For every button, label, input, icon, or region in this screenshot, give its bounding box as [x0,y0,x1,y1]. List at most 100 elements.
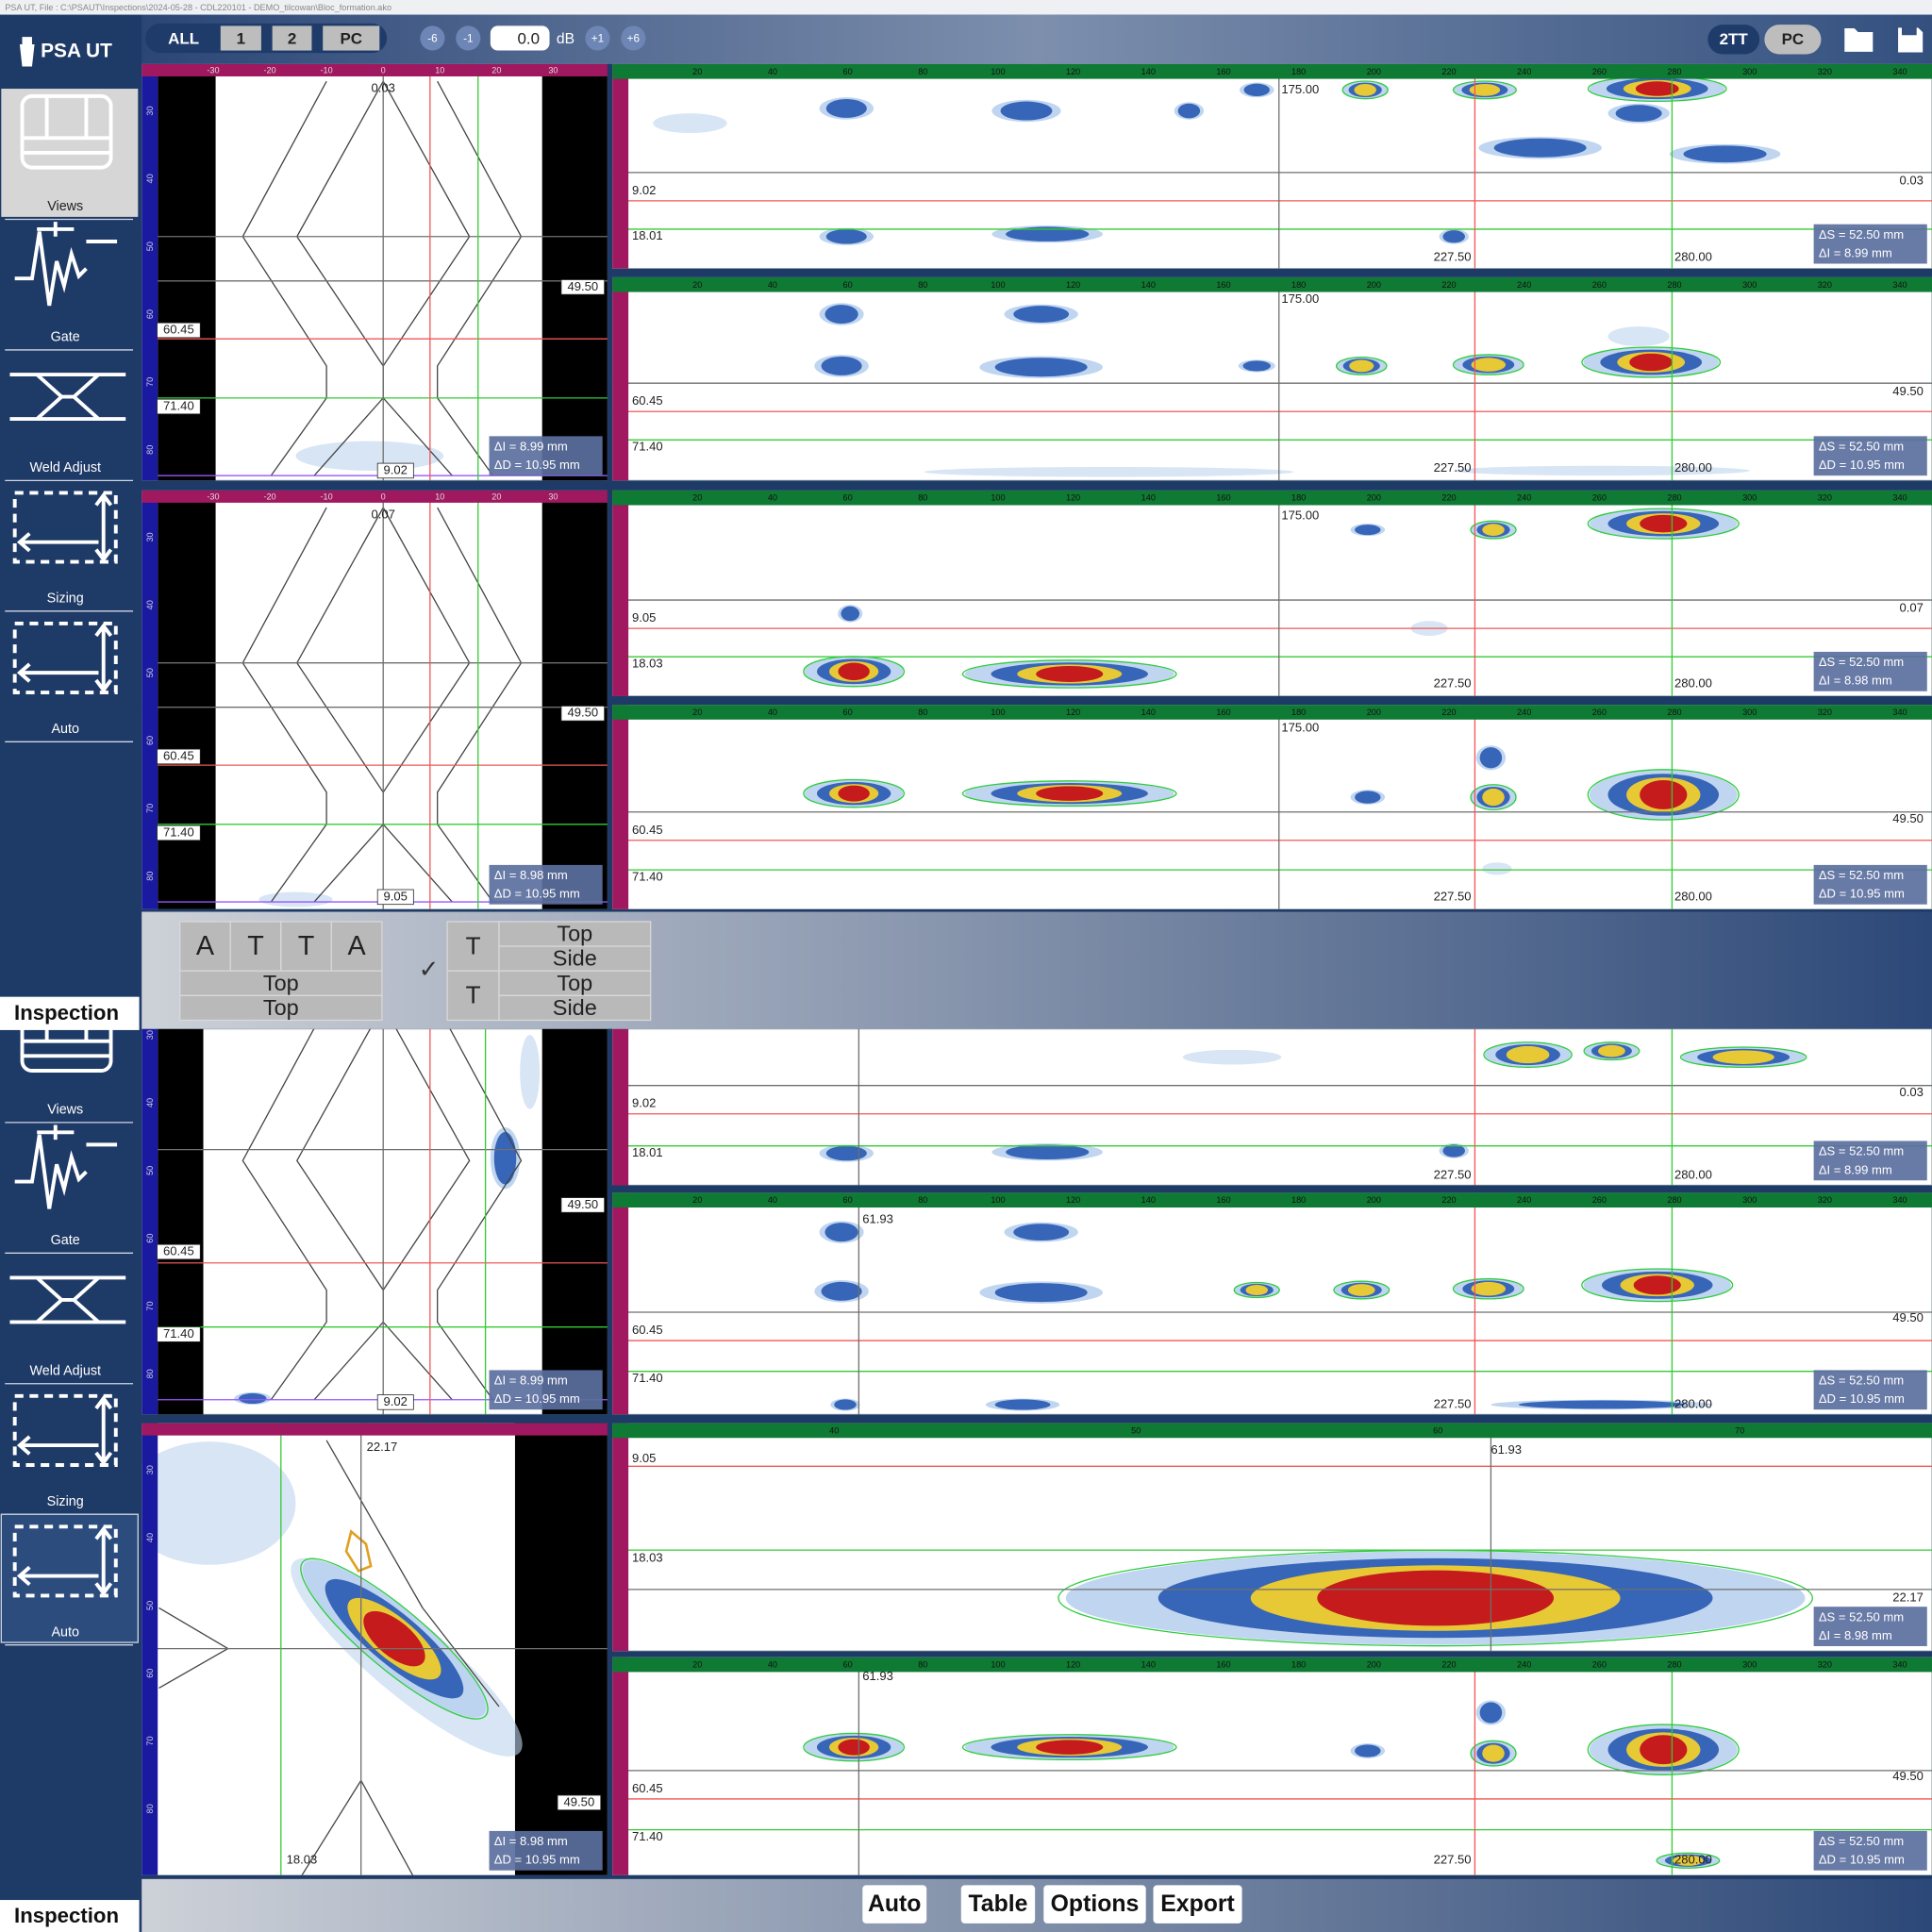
view-label[interactable]: PC [340,29,362,47]
layout-cell[interactable] [498,921,652,947]
footer-button-label[interactable]: Export [1160,1891,1235,1917]
layout-cell-label[interactable]: T [247,931,264,961]
ruler-tick-label: 0 [381,66,386,75]
footer-button[interactable] [1043,1885,1146,1924]
cursor-value: 71.40 [163,824,194,839]
gain-step[interactable]: -1 [463,32,473,44]
icon [37,222,118,243]
layout-cell-label[interactable]: Side [553,946,597,971]
mode-button[interactable] [1764,25,1822,55]
gain-step[interactable]: +1 [591,32,604,44]
ruler-tick-label: 160 [1216,67,1230,76]
readout: ΔD = 10.95 mm [494,887,580,901]
tool-label[interactable]: Auto [51,722,79,737]
gain-button[interactable] [621,25,646,51]
layout-cell-label[interactable]: T [466,981,481,1009]
layout-check[interactable]: ✓ [419,955,440,983]
footer-button[interactable] [862,1885,927,1924]
indication [1013,306,1070,323]
view-panel: 30 40 50 60 70 80 49.50 60.45 71.40 9.02 ΔI = 8.99… [142,1028,608,1415]
view-label[interactable]: 2 [288,29,296,47]
layout-cell-label[interactable]: A [196,931,215,961]
depth-tick-label: 80 [145,1804,155,1813]
tool-label[interactable]: Gate [51,330,80,345]
depth-tick-label: 50 [145,242,155,251]
gain-box[interactable] [490,25,550,51]
footer-button-label[interactable]: Auto [868,1891,921,1917]
indication [1683,145,1767,163]
cursor-value: 9.05 [384,889,408,903]
ruler-tick-label: 340 [1892,67,1907,76]
layout-cell[interactable] [179,921,231,972]
ruler-tick-label: -30 [207,66,219,75]
layout-cell-label[interactable]: Top [263,971,299,995]
view-button[interactable] [220,25,261,51]
layout-cell-label[interactable]: Side [553,995,597,1020]
mode-label[interactable]: PC [1782,30,1805,48]
tool-label[interactable]: Views [47,199,83,214]
mode-label[interactable]: 2TT [1720,30,1749,48]
cursor-value: 0.03 [1899,1085,1923,1099]
left-strip [142,63,158,481]
view-label[interactable]: ALL [168,29,199,47]
tool-label[interactable]: Weld Adjust [29,1364,101,1379]
tool-label[interactable]: Sizing [47,591,84,607]
view-label[interactable]: 1 [237,29,245,47]
layout-cell-label[interactable]: Top [263,995,299,1020]
tool-label[interactable]: Auto [51,1624,79,1640]
save-icon[interactable] [1896,26,1924,54]
tool-label[interactable]: Gate [51,1233,80,1248]
layout-cell-label[interactable]: A [348,931,367,961]
indication [1635,81,1679,96]
view-panel: 30 40 50 60 70 80 -30 -20 -10 0 10 20 30 0.07 49.50 60.… [142,490,608,909]
cursor-value: 61.93 [862,1669,893,1683]
gate-contour [1452,1277,1524,1300]
indication [1598,1044,1625,1058]
tool-label[interactable]: Weld Adjust [29,460,101,475]
view-button[interactable] [272,25,312,51]
layout-cell[interactable] [446,970,500,1022]
indication [821,1281,862,1301]
tab-label[interactable]: Inspection [14,1904,119,1927]
ruler [612,1423,1932,1439]
gain-value[interactable]: 0.0 [517,29,540,47]
ruler-tick-label: 100 [991,280,1005,290]
tool-label[interactable]: Views [47,1103,83,1118]
indication [239,1392,267,1404]
gain-button[interactable] [456,25,481,51]
depth-tick-label: 30 [145,106,155,115]
footer-button-label[interactable]: Options [1051,1891,1140,1917]
indication [825,229,867,244]
icon [37,1124,118,1147]
view-button[interactable] [323,25,380,51]
footer-button[interactable] [1153,1885,1242,1924]
gain-button[interactable] [420,25,445,51]
footer-button-label[interactable]: Table [968,1891,1027,1917]
gain-button[interactable] [585,25,610,51]
depth-tick-label: 50 [145,1601,155,1610]
gain-step[interactable]: +6 [627,32,641,44]
left-strip [142,1423,158,1875]
readout: ΔS = 52.50 mm [1819,1144,1904,1158]
ruler-tick-label: 50 [1131,1425,1141,1435]
black-band [158,1028,204,1415]
mode-button[interactable] [1707,25,1760,55]
layout-cell-label[interactable]: Top [557,922,592,946]
open-icon[interactable] [1844,28,1874,52]
tab-label[interactable]: Inspection [14,1001,119,1024]
layout-cell[interactable] [330,921,383,972]
layout-cell-label[interactable]: T [298,931,315,961]
gain-step[interactable]: -6 [427,32,438,44]
tool-label[interactable]: Sizing [47,1494,84,1509]
layout-cell[interactable] [179,994,383,1022]
layout-cell-label[interactable]: Top [557,971,592,995]
readout: ΔI = 8.98 mm [1819,674,1892,688]
cursor-value: 71.40 [632,1371,663,1385]
footer-button[interactable] [960,1885,1036,1924]
layout-cell[interactable] [498,994,652,1022]
ruler-tick-label: 40 [768,280,777,290]
label-box [157,1243,201,1260]
layout-cell-label[interactable]: T [466,931,481,959]
layout-cell[interactable] [179,970,383,996]
ruler-tick-label: -20 [263,66,275,75]
